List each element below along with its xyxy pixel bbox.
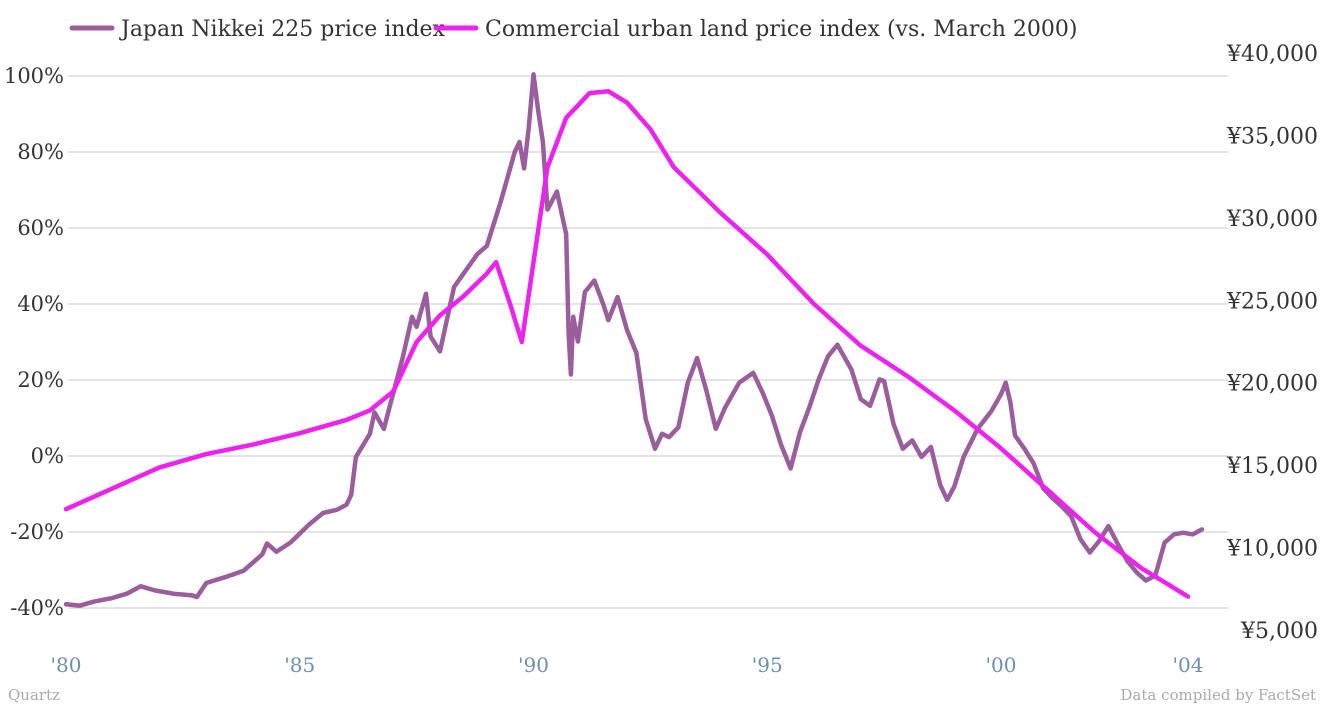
x-tick-label: '95 <box>752 653 783 677</box>
legend-label-nikkei: Japan Nikkei 225 price index <box>119 17 446 42</box>
series-line-nikkei <box>63 72 1205 608</box>
legend-label-land-price: Commercial urban land price index (vs. M… <box>485 17 1077 42</box>
source-right: Data compiled by FactSet <box>1120 686 1316 704</box>
y-left-tick-label: -40% <box>10 596 64 620</box>
y-right-tick-label: ¥30,000 <box>1226 207 1318 232</box>
y-left-tick-label: 40% <box>17 292 64 316</box>
series-layer <box>63 72 1205 608</box>
x-tick-label: '85 <box>284 653 315 677</box>
y-right-tick-label: ¥25,000 <box>1226 289 1318 314</box>
y-right-tick-label: ¥40,000 <box>1226 42 1318 67</box>
y-axis-left: 100% 80% 60% 40% 20% 0% -20% -40% <box>4 64 64 620</box>
y-right-tick-label: ¥35,000 <box>1226 124 1318 149</box>
source-left: Quartz <box>8 686 60 704</box>
y-left-tick-label: 20% <box>17 368 64 392</box>
x-axis: '80 '85 '90 '95 '00 '04 <box>51 653 1204 677</box>
y-left-tick-label: 80% <box>17 140 64 164</box>
y-left-tick-label: 0% <box>31 444 64 468</box>
y-left-tick-label: 100% <box>4 64 64 88</box>
x-tick-label: '80 <box>51 653 82 677</box>
x-tick-label: '90 <box>518 653 549 677</box>
y-right-tick-label: ¥10,000 <box>1226 537 1318 562</box>
y-left-tick-label: -20% <box>10 520 64 544</box>
series-line-land-price <box>63 88 1191 599</box>
legend: Japan Nikkei 225 price index Commercial … <box>69 17 1077 42</box>
y-left-tick-label: 60% <box>17 216 64 240</box>
y-right-tick-label: ¥5,000 <box>1240 619 1318 644</box>
gridlines <box>68 75 1228 609</box>
x-tick-label: '00 <box>986 653 1017 677</box>
y-axis-right: ¥40,000 ¥35,000 ¥30,000 ¥25,000 ¥20,000 ¥15,0… <box>1226 42 1318 644</box>
y-right-tick-label: ¥20,000 <box>1226 372 1318 397</box>
y-right-tick-label: ¥15,000 <box>1226 454 1318 479</box>
x-tick-label: '04 <box>1173 653 1204 677</box>
